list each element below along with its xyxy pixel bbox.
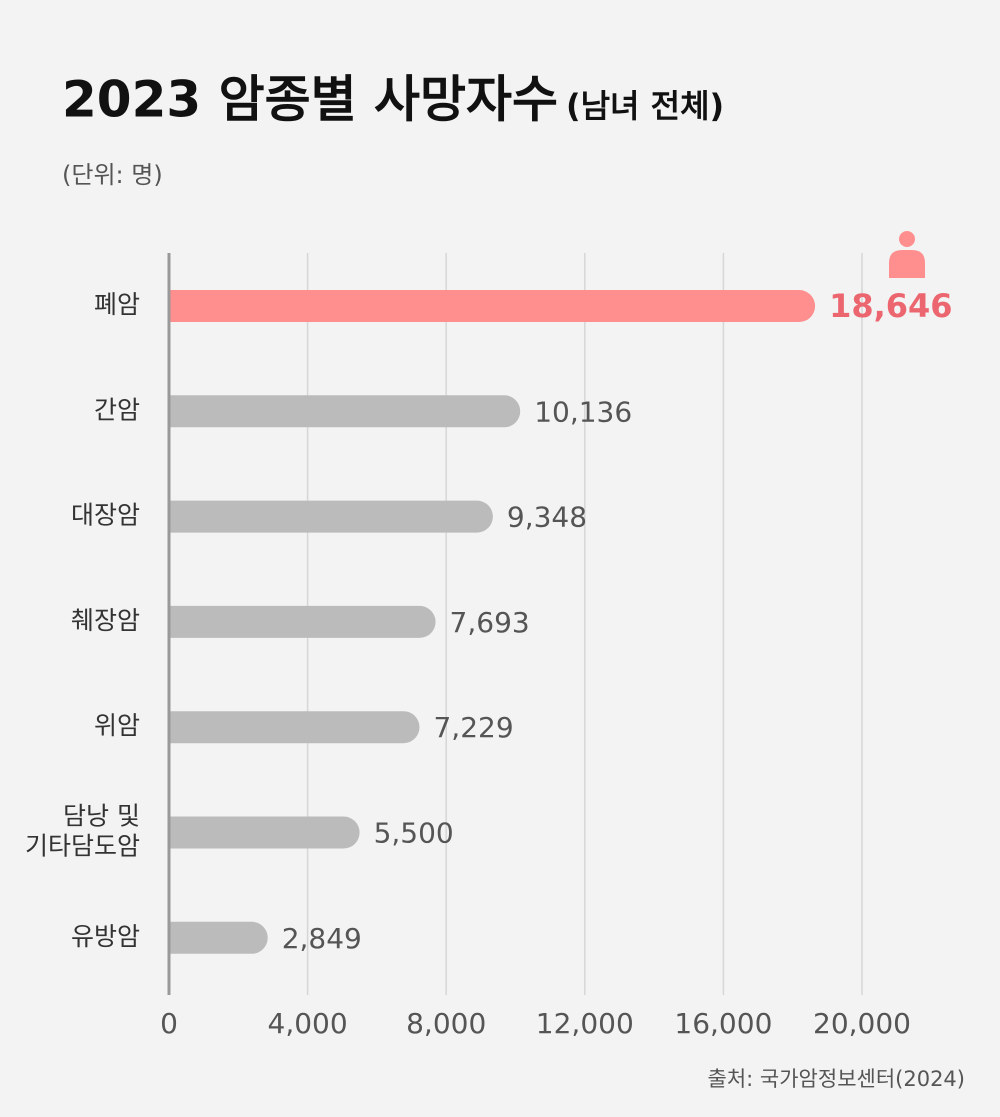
chart-title: 2023 암종별 사망자수: [62, 71, 558, 129]
value-label: 5,500: [374, 817, 454, 850]
bar: [169, 290, 816, 322]
y-tick-label: 담낭 및 기타담도암: [25, 802, 140, 861]
y-tick-label: 간암: [94, 395, 140, 424]
title-note: (남녀 전체): [566, 87, 724, 125]
y-tick-label: 췌장암: [71, 606, 140, 635]
value-label: 7,693: [450, 606, 530, 639]
bar: [169, 605, 436, 638]
bar: [169, 711, 420, 744]
x-tick-label: 16,000: [674, 1007, 772, 1040]
x-tick-label: 20,000: [813, 1007, 911, 1040]
y-tick-label: 위암: [94, 711, 140, 740]
bar: [169, 500, 493, 533]
y-tick-label: 대장암: [71, 501, 140, 530]
value-label: 18,646: [829, 287, 952, 325]
value-label: 2,849: [282, 922, 362, 955]
value-label: 7,229: [433, 711, 513, 744]
bar: [169, 921, 268, 954]
icon-body: [889, 250, 925, 278]
x-tick-label: 8,000: [406, 1007, 486, 1040]
person-icon: [889, 231, 925, 278]
y-tick-label: 폐암: [94, 290, 140, 319]
x-tick-label: 4,000: [268, 1007, 348, 1040]
unit-note: (단위: 명): [62, 161, 163, 189]
value-label: 9,348: [507, 501, 587, 534]
y-tick-label: 유방암: [71, 922, 140, 951]
x-tick-label: 0: [160, 1007, 178, 1040]
x-tick-label: 12,000: [536, 1007, 634, 1040]
source: 출처: 국가암정보센터(2024): [708, 1067, 965, 1091]
value-label: 10,136: [534, 395, 632, 428]
bar: [169, 395, 521, 428]
bar: [169, 816, 360, 849]
icon-head: [899, 231, 915, 247]
